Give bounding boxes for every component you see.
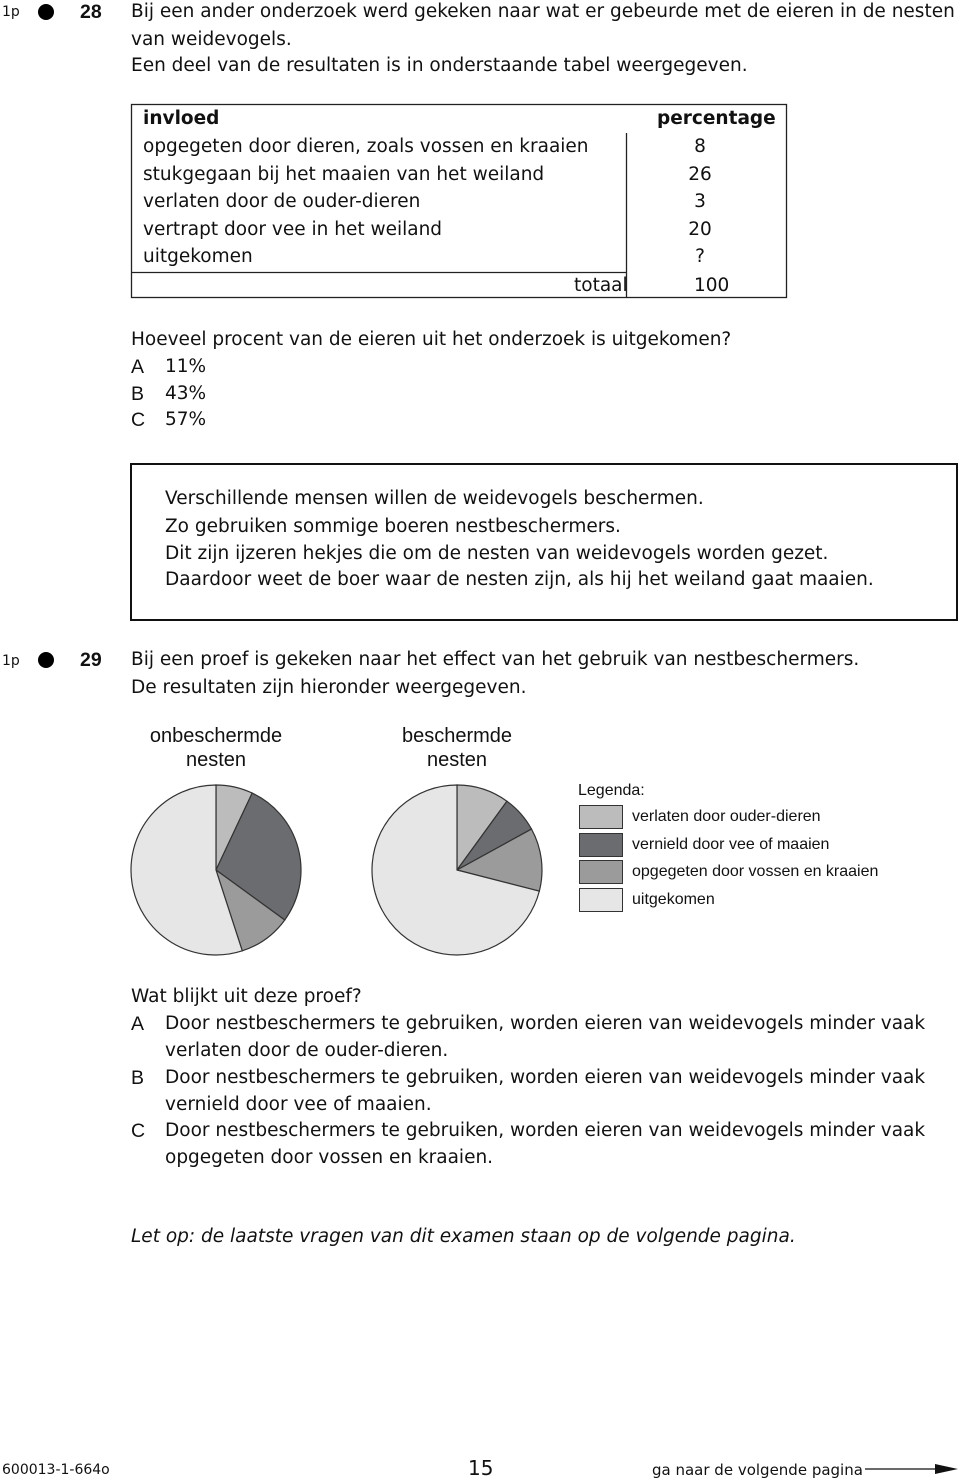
legend-label: verlaten door ouder-dieren: [632, 808, 821, 825]
table-cell: 8: [694, 136, 706, 157]
bullet: [38, 652, 54, 668]
legend-swatch: [579, 832, 623, 857]
legend-title: Legenda:: [578, 782, 645, 799]
arrow-head: [935, 1464, 958, 1474]
text: Daardoor weet de boer waar de nesten zij…: [165, 569, 874, 590]
option-text: Door nestbeschermers te gebruiken, worde…: [165, 1066, 926, 1088]
option-text: vernield door vee of maaien.: [165, 1093, 432, 1115]
option-text: opgegeten door vossen en kraaien.: [165, 1147, 494, 1168]
legend-swatch: [579, 860, 623, 885]
table-header: percentage: [657, 108, 776, 129]
option-letter: B: [131, 1066, 145, 1089]
question: Wat blijkt uit deze proef?: [131, 986, 362, 1007]
option-letter: C: [131, 1120, 146, 1142]
option-text: Door nestbeschermers te gebruiken, worde…: [165, 1013, 926, 1034]
pie-slice: [130, 784, 244, 956]
text: Bij een ander onderzoek werd gekeken naa…: [131, 1, 955, 22]
legend-swatch: [579, 805, 623, 829]
text: Bij een proef is gekeken naar het effect…: [131, 649, 860, 670]
table-cell: verlaten door de ouder-dieren: [143, 191, 421, 213]
option-text: 57%: [165, 409, 207, 430]
question: Hoeveel procent van de eieren uit het on…: [131, 329, 732, 350]
option-letter: B: [131, 382, 145, 405]
text: De resultaten zijn hieronder weergegeven…: [131, 677, 527, 698]
points: 1p: [2, 4, 20, 20]
table-cell: totaal: [574, 275, 628, 296]
text: Zo gebruiken sommige boeren nestbescherm…: [165, 516, 621, 537]
table-cell: 20: [688, 218, 712, 240]
table-cell: 3: [694, 191, 706, 213]
option-letter: A: [131, 1013, 145, 1035]
bullet: [38, 4, 54, 20]
points: 1p: [2, 653, 20, 669]
question-number: 28: [80, 1, 102, 23]
table-cell: 100: [694, 275, 730, 296]
pie-title: beschermde nesten: [401, 725, 513, 771]
option-text: 11%: [165, 356, 207, 377]
option-letter: A: [131, 356, 145, 378]
table-border: [130, 103, 788, 299]
question-number: 29: [80, 649, 102, 671]
text: van weidevogels.: [131, 29, 292, 50]
option-letter: C: [131, 409, 146, 431]
option-text: Door nestbeschermers te gebruiken, worde…: [165, 1120, 926, 1141]
note: Let op: de laatste vragen van dit examen…: [131, 1226, 796, 1247]
option-text: verlaten door de ouder-dieren.: [165, 1040, 449, 1061]
pie-slice: [371, 784, 541, 956]
text: Verschillende mensen willen de weidevoge…: [165, 488, 704, 509]
table-cell: vertrapt door vee in het weiland: [143, 218, 443, 240]
table-cell: uitgekomen: [143, 246, 253, 268]
table-cell: opgegeten door dieren, zoals vossen en k…: [143, 136, 589, 157]
info-box: [130, 463, 958, 621]
exam-code: 600013-1-664o: [2, 1462, 110, 1478]
pie-slice: [455, 828, 543, 892]
legend-swatch: [579, 888, 623, 913]
table-cell: ?: [695, 246, 705, 268]
next-page: ga naar de volgende pagina: [652, 1461, 863, 1479]
page-number: 15: [468, 1456, 494, 1480]
option-text: 43%: [165, 382, 207, 404]
pie-slice: [215, 792, 302, 921]
table-cell: 26: [688, 163, 712, 185]
pie-title: onbeschermde nesten: [149, 725, 283, 771]
table-cell: stukgegaan bij het maaien van het weilan…: [143, 163, 545, 185]
text: Een deel van de resultaten is in onderst…: [131, 55, 748, 76]
text: Dit zijn ijzeren hekjes die om de nesten…: [165, 543, 829, 564]
legend-label: opgegeten door vossen en kraaien: [632, 863, 879, 881]
legend-label: uitgekomen: [632, 891, 715, 909]
legend-label: vernield door vee of maaien: [632, 835, 830, 853]
table-header: invloed: [143, 108, 220, 129]
